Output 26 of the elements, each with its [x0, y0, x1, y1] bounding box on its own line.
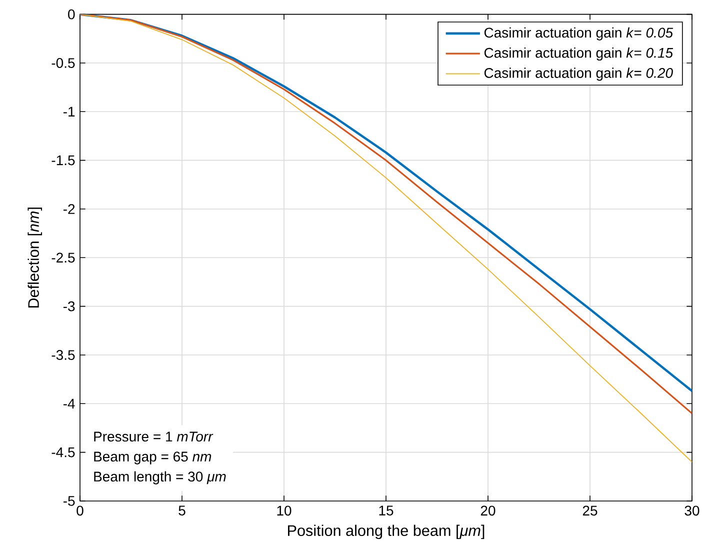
y-tick-label: -2.5 [52, 252, 75, 263]
y-tick-label: 0 [68, 9, 75, 20]
y-tick-label: -1.5 [52, 155, 75, 166]
y-tick-label: -0.5 [52, 58, 75, 68]
legend-label: Casimir actuation gain k= 0.20 [484, 68, 673, 81]
annotation: Beam length = 30 μm [94, 471, 226, 484]
x-tick-label: 10 [277, 506, 292, 516]
x-tick-label: 0 [76, 506, 84, 516]
x-tick-label: 20 [480, 506, 496, 516]
x-tick-label: 5 [178, 506, 186, 516]
y-tick-label: -5 [63, 496, 75, 506]
y-tick-label: -4.5 [52, 447, 75, 458]
legend-label: Casimir actuation gain k= 0.05 [484, 27, 674, 40]
legend-label: Casimir actuation gain k= 0.15 [484, 48, 674, 61]
y-axis-title: Deflection [nm] [28, 208, 42, 308]
y-tick-label: -3.5 [52, 350, 75, 360]
x-tick-label: 15 [379, 506, 394, 516]
y-tick-label: -1 [63, 106, 75, 116]
y-tick-label: -4 [63, 398, 75, 408]
annotation: Beam gap = 65 nm [94, 452, 212, 464]
y-tick-label: -3 [63, 301, 75, 312]
annotation: Pressure = 1 mTorr [94, 432, 214, 442]
x-tick-label: 25 [582, 506, 598, 516]
x-tick-label: 30 [684, 506, 700, 516]
y-tick-label: -2 [63, 204, 75, 214]
x-axis-title: Position along the beam [μm] [288, 524, 484, 540]
